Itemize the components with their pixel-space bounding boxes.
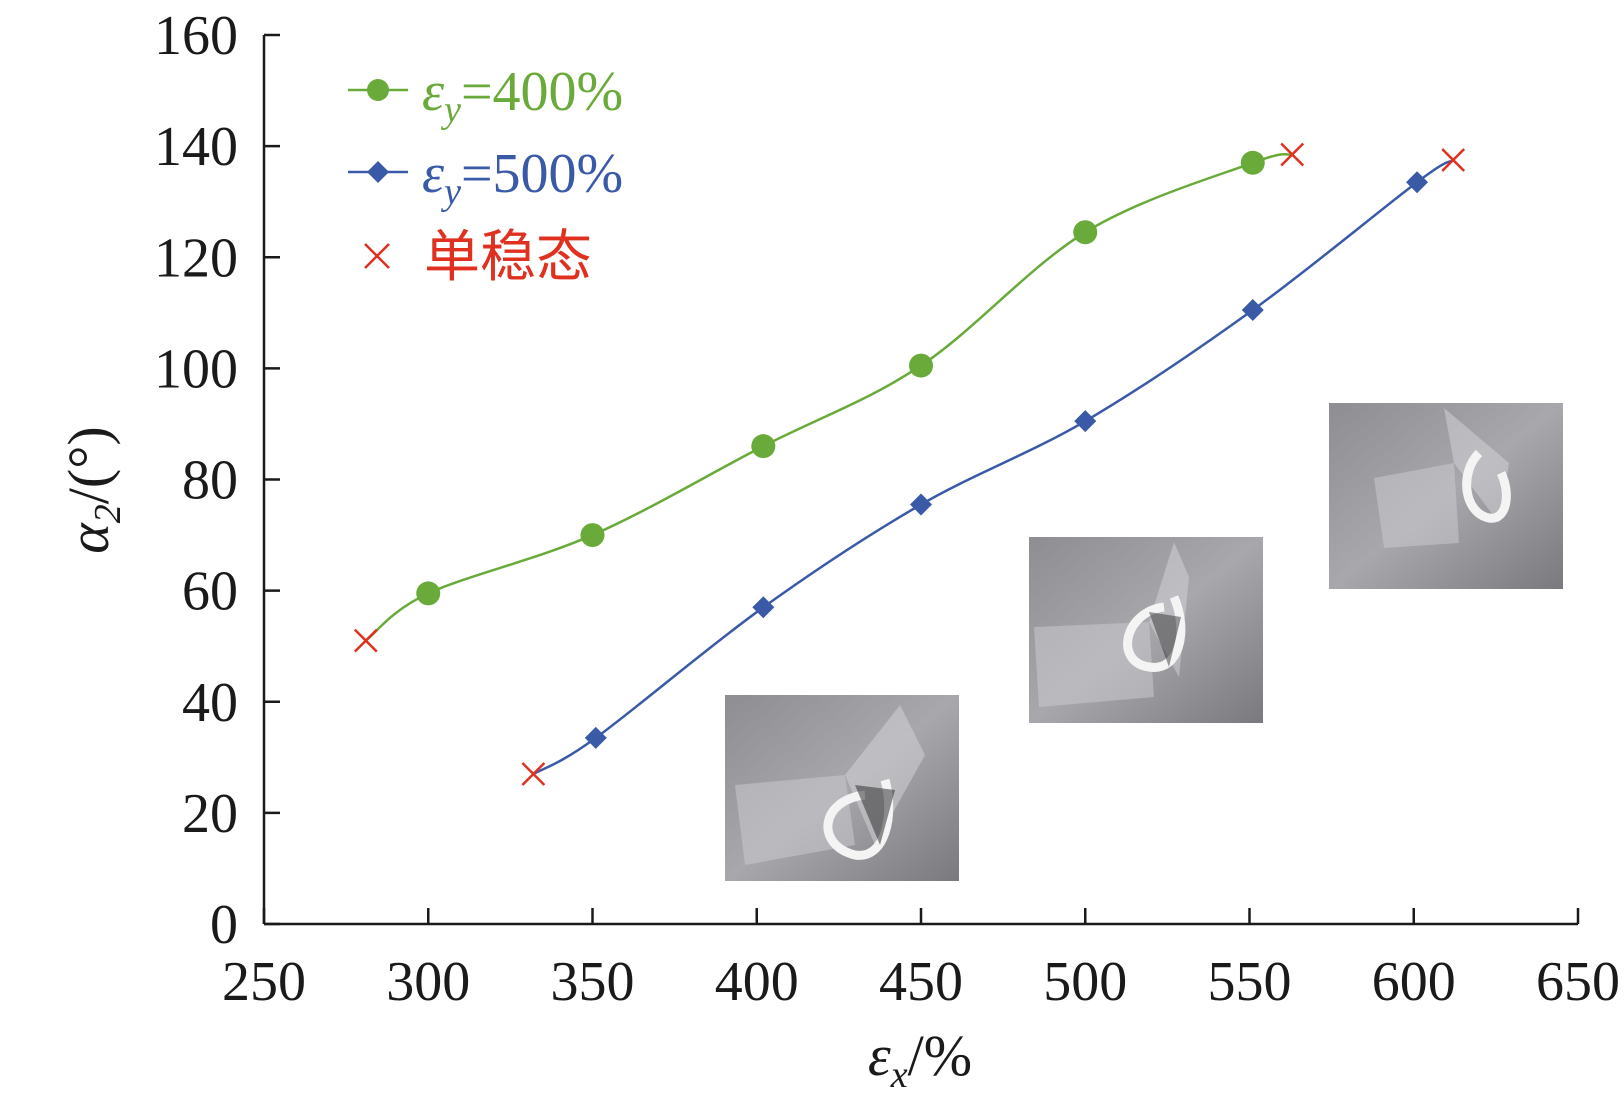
series-1-point [910,493,932,516]
y-tick-label: 40 [182,672,238,734]
unstable-point [353,628,378,653]
y-tick-label: 20 [182,783,238,845]
series-1-point [584,726,607,749]
x-tick-label: 550 [1208,951,1292,1013]
legend: εy=400% εy=500% 单稳态 [348,61,623,290]
x-tick-label: 350 [551,951,635,1013]
y-tick-label: 80 [182,450,238,512]
y-axis-title: α2/(°) [56,426,129,553]
legend-marker-0 [367,79,389,101]
unstable-point [1441,148,1466,172]
x-tick-label: 250 [222,951,306,1013]
series-line-1 [532,158,1454,776]
x-tick-label: 500 [1043,951,1127,1013]
y-tick-label: 60 [182,561,238,623]
series-0-point [1073,220,1098,245]
series-0-point [1240,150,1265,175]
inset-photos [725,403,1563,881]
x-tick-label: 400 [715,951,799,1013]
axis-ticks: 0 20 40 60 80 100 120 140 160 250 300 350 400 450 500 5… [154,5,1620,1013]
y-tick-label: 160 [154,5,238,67]
series-1-point [1241,299,1264,322]
x-axis-title: εx/% [868,1023,972,1096]
y-tick-label: 100 [154,338,238,400]
unstable-point [1280,142,1305,167]
legend-marker-1 [367,161,389,183]
y-tick-label: 120 [154,227,238,289]
series-line-0 [365,153,1293,642]
x-tick-label: 600 [1372,951,1456,1013]
legend-label-0: εy=400% [422,61,623,131]
series-0-point [751,434,776,459]
photo-fold-mid [1029,537,1263,723]
photo-fold-low [725,695,959,881]
y-tick-label: 140 [154,116,238,178]
series-1-point [1406,171,1429,194]
x-tick-label: 300 [386,951,470,1013]
unstable-point [521,762,546,786]
series-0-point [416,581,441,606]
legend-label-unstable: 单稳态 [424,225,592,290]
x-tick-label: 450 [879,951,963,1013]
legend-marker-unstable [364,243,390,269]
photo-fold-high [1329,403,1563,589]
y-tick-label: 0 [210,894,238,956]
series-0-point [580,523,605,548]
legend-label-1: εy=500% [422,143,623,213]
x-tick-label: 650 [1536,951,1620,1013]
series-1-point [752,596,775,619]
series-1-point [1074,410,1097,433]
series-0-point [909,353,933,378]
series-layer [365,150,1454,776]
unstable-markers [353,142,1466,786]
